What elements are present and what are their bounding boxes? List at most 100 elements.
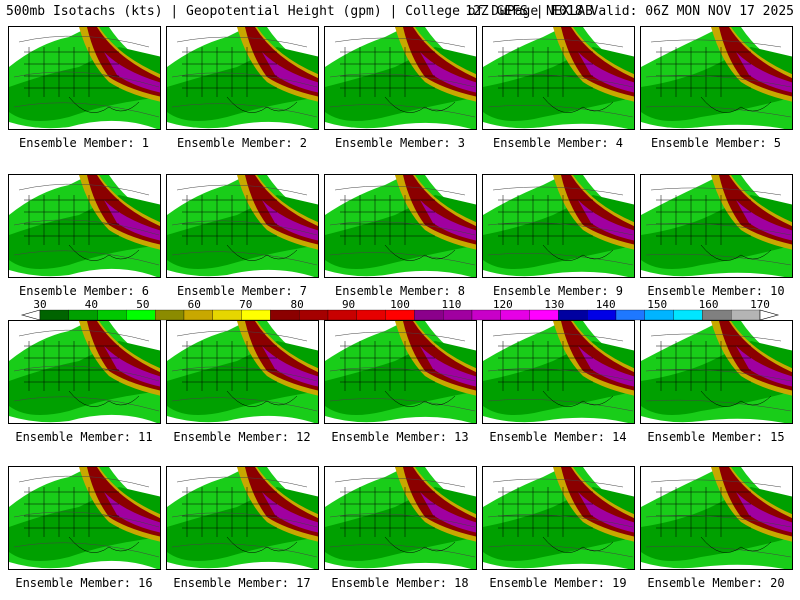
colorbar-tick-label: 160	[698, 298, 719, 311]
colorbar-left-arrow	[20, 309, 41, 321]
ensemble-map	[167, 175, 318, 277]
ensemble-member-label: Ensemble Member: 20	[647, 576, 785, 590]
ensemble-panel	[482, 174, 635, 278]
map-title: 500mb Isotachs (kts) | Geopotential Heig…	[6, 4, 593, 19]
colorbar-tick-label: 60	[187, 298, 201, 311]
colorbar-segment	[731, 309, 761, 321]
ensemble-map	[641, 175, 792, 277]
colorbar-segment	[558, 309, 588, 321]
ensemble-panel	[324, 26, 477, 130]
ensemble-member-label: Ensemble Member: 15	[647, 430, 785, 444]
colorbar-segment	[644, 309, 674, 321]
ensemble-panel	[640, 26, 793, 130]
colorbar-segment	[673, 309, 703, 321]
ensemble-member-label: Ensemble Member: 1	[18, 136, 150, 150]
ensemble-member-label: Ensemble Member: 10	[647, 284, 785, 298]
ensemble-panel	[482, 320, 635, 424]
colorbar-segment	[327, 309, 357, 321]
ensemble-map	[325, 467, 476, 569]
colorbar-segment	[443, 309, 473, 321]
ensemble-map	[167, 27, 318, 129]
ensemble-map	[641, 27, 792, 129]
ensemble-panel	[640, 320, 793, 424]
ensemble-member-label: Ensemble Member: 16	[15, 576, 153, 590]
colorbar-tick-label: 90	[341, 298, 356, 311]
colorbar-segment	[212, 309, 242, 321]
ensemble-member-label: Ensemble Member: 3	[334, 136, 466, 150]
colorbar-segment	[39, 309, 69, 321]
colorbar-tick-label: 30	[33, 298, 47, 311]
ensemble-panel	[324, 320, 477, 424]
ensemble-member-label: Ensemble Member: 13	[331, 430, 469, 444]
colorbar-segment	[97, 309, 127, 321]
ensemble-panel	[324, 466, 477, 570]
ensemble-map	[9, 27, 160, 129]
ensemble-map	[641, 467, 792, 569]
colorbar-tick-label: 120	[492, 298, 513, 311]
ensemble-map	[483, 321, 634, 423]
colorbar-tick-label: 80	[290, 298, 304, 311]
colorbar-tick-label: 100	[390, 298, 410, 311]
colorbar-segment	[183, 309, 213, 321]
ensemble-map	[483, 467, 634, 569]
colorbar-svg	[20, 309, 780, 321]
colorbar-segment	[241, 309, 271, 321]
ensemble-member-label: Ensemble Member: 4	[492, 136, 624, 150]
ensemble-panel	[166, 174, 319, 278]
ensemble-panel	[166, 320, 319, 424]
ensemble-member-label: Ensemble Member: 11	[15, 430, 153, 444]
ensemble-panel	[482, 466, 635, 570]
ensemble-map	[9, 467, 160, 569]
colorbar-segment	[500, 309, 530, 321]
colorbar-segment	[702, 309, 732, 321]
ensemble-member-label: Ensemble Member: 8	[334, 284, 466, 298]
colorbar-tick-label: 140	[595, 298, 616, 311]
colorbar-segment	[385, 309, 415, 321]
colorbar-segment	[414, 309, 444, 321]
ensemble-member-label: Ensemble Member: 12	[173, 430, 311, 444]
colorbar-segment	[126, 309, 156, 321]
ensemble-member-label: Ensemble Member: 14	[489, 430, 627, 444]
ensemble-map	[483, 175, 634, 277]
ensemble-member-label: Ensemble Member: 9	[492, 284, 624, 298]
ensemble-member-label: Ensemble Member: 6	[18, 284, 150, 298]
ensemble-panel	[640, 466, 793, 570]
colorbar-segment	[529, 309, 559, 321]
colorbar-segment	[270, 309, 300, 321]
ensemble-map	[167, 467, 318, 569]
colorbar-tick-label: 50	[136, 298, 150, 311]
run-info: 12Z GEFS | F018 Valid: 06Z MON NOV 17 20…	[465, 4, 794, 19]
ensemble-member-label: Ensemble Member: 7	[176, 284, 308, 298]
ensemble-member-label: Ensemble Member: 18	[331, 576, 469, 590]
colorbar	[0, 306, 800, 321]
ensemble-map	[641, 321, 792, 423]
ensemble-map	[9, 175, 160, 277]
ensemble-panel	[8, 466, 161, 570]
colorbar-segment	[587, 309, 617, 321]
ensemble-panel	[640, 174, 793, 278]
colorbar-tick-label: 170	[750, 298, 770, 311]
ensemble-map	[325, 321, 476, 423]
colorbar-tick-label: 150	[647, 298, 668, 311]
ensemble-panel	[8, 174, 161, 278]
ensemble-panel	[166, 466, 319, 570]
colorbar-tick-label: 130	[544, 298, 565, 311]
ensemble-map	[483, 27, 634, 129]
colorbar-right-arrow	[759, 309, 780, 321]
colorbar-segment	[356, 309, 386, 321]
ensemble-member-label: Ensemble Member: 17	[173, 576, 311, 590]
ensemble-map	[325, 175, 476, 277]
ensemble-map	[9, 321, 160, 423]
colorbar-segment	[615, 309, 645, 321]
ensemble-member-label: Ensemble Member: 2	[176, 136, 308, 150]
ensemble-member-label: Ensemble Member: 5	[650, 136, 782, 150]
ensemble-map	[167, 321, 318, 423]
colorbar-segment	[299, 309, 329, 321]
colorbar-tick-label: 70	[239, 298, 253, 311]
colorbar-segment	[471, 309, 501, 321]
colorbar-tick-label: 110	[441, 298, 462, 311]
ensemble-panel	[324, 174, 477, 278]
colorbar-segment	[68, 309, 98, 321]
colorbar-segment	[155, 309, 185, 321]
ensemble-panel	[8, 320, 161, 424]
